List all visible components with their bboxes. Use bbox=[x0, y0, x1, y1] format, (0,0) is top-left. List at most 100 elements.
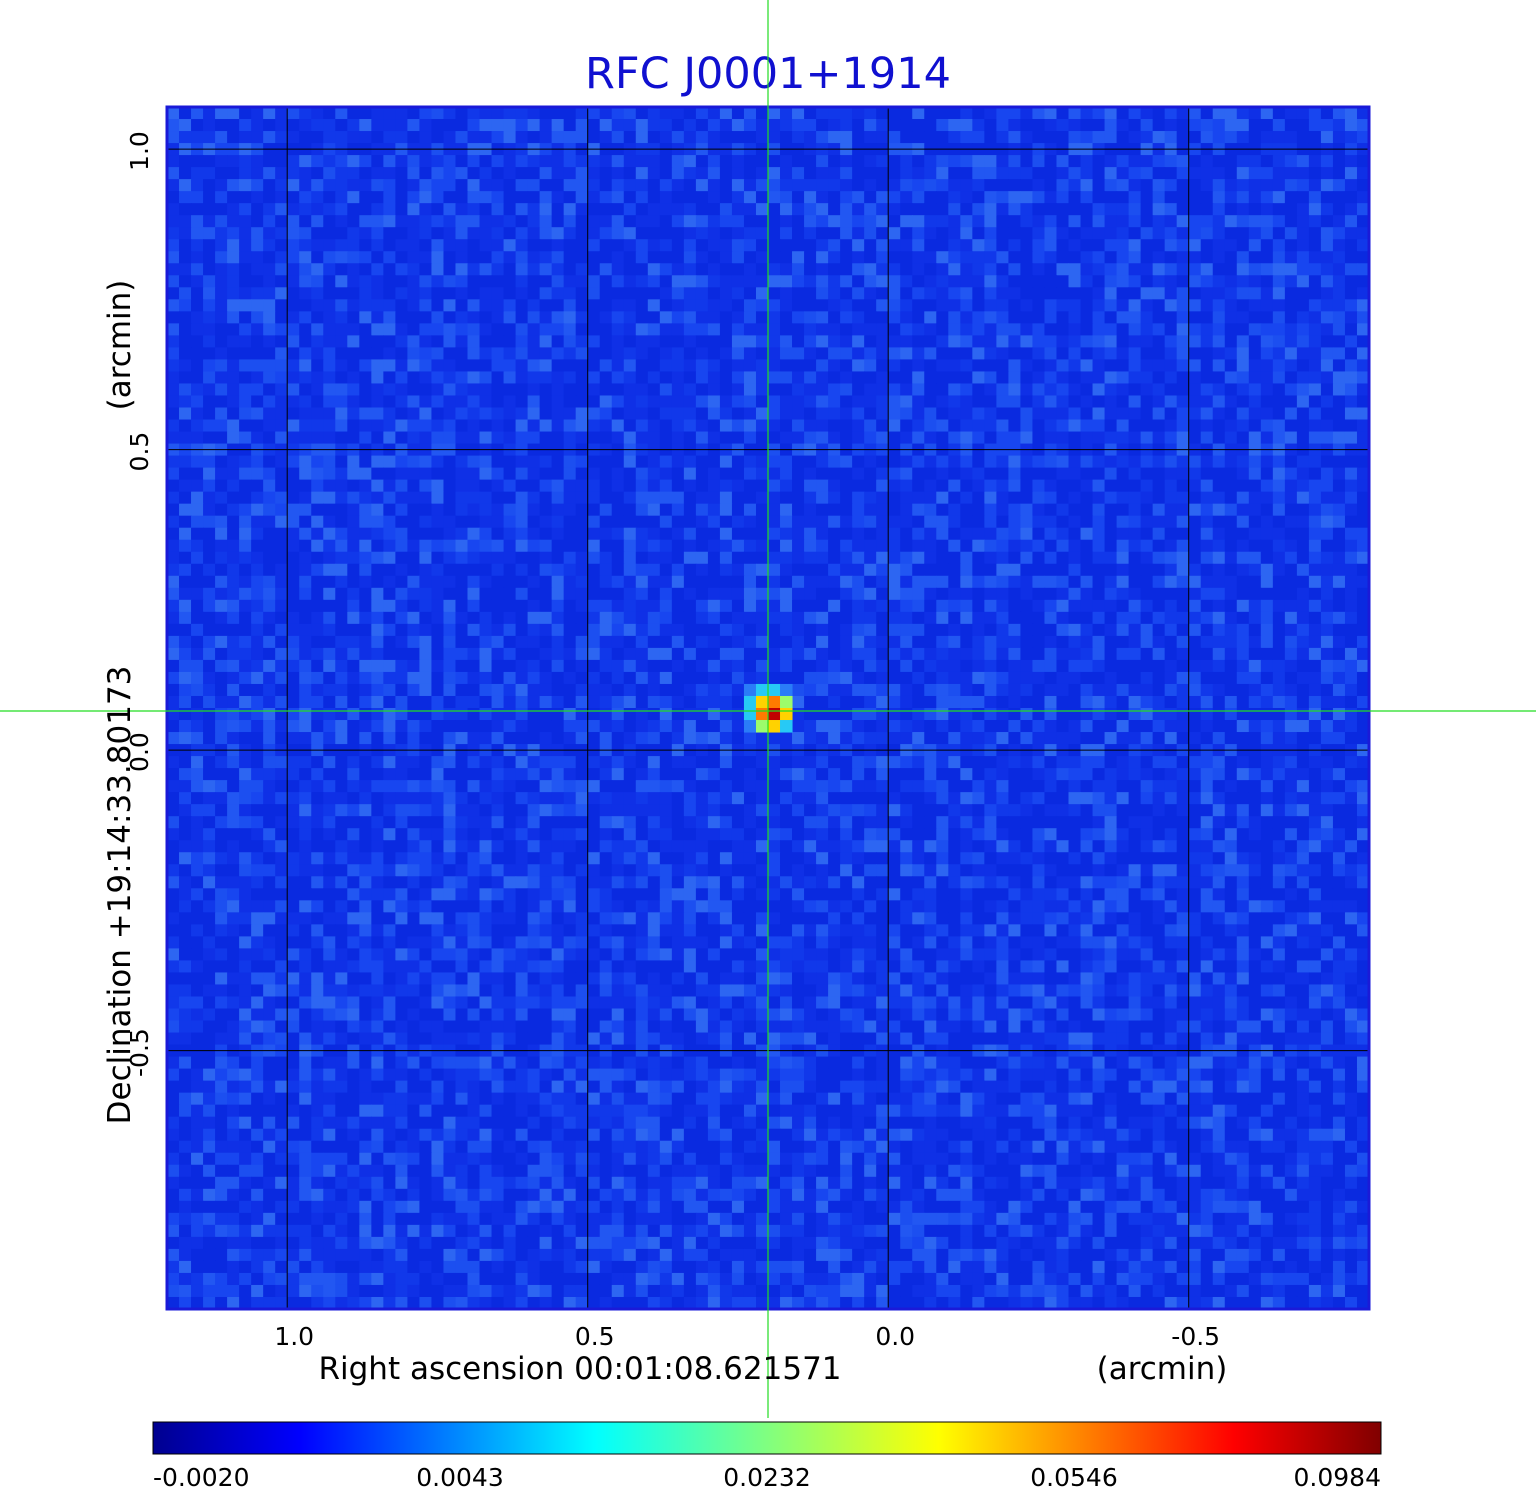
heatmap-cell bbox=[191, 191, 204, 204]
heatmap-cell bbox=[816, 287, 829, 300]
heatmap-cell bbox=[840, 563, 853, 577]
heatmap-cell bbox=[671, 455, 685, 469]
heatmap-cell bbox=[227, 383, 240, 397]
heatmap-cell bbox=[239, 479, 252, 493]
heatmap-cell bbox=[491, 683, 505, 697]
heatmap-cell bbox=[1104, 323, 1118, 336]
heatmap-cell bbox=[792, 491, 805, 505]
heatmap-cell bbox=[792, 131, 805, 144]
heatmap-cell bbox=[960, 287, 973, 300]
heatmap-cell bbox=[768, 611, 781, 625]
heatmap-cell bbox=[1236, 371, 1250, 385]
heatmap-cell bbox=[191, 167, 204, 180]
heatmap-cell bbox=[611, 107, 625, 120]
heatmap-cell bbox=[780, 215, 793, 228]
heatmap-cell bbox=[1212, 527, 1226, 541]
heatmap-cell bbox=[804, 131, 817, 144]
heatmap-cell bbox=[215, 407, 228, 421]
heatmap-cell bbox=[804, 539, 817, 553]
heatmap-cell bbox=[1140, 623, 1154, 637]
heatmap-cell bbox=[1140, 275, 1154, 288]
heatmap-cell bbox=[1272, 167, 1286, 180]
heatmap-cell bbox=[659, 659, 673, 673]
heatmap-cell bbox=[587, 395, 601, 409]
heatmap-cell bbox=[1344, 479, 1358, 493]
heatmap-cell bbox=[503, 131, 517, 144]
heatmap-cell bbox=[395, 203, 408, 216]
heatmap-cell bbox=[671, 239, 685, 252]
heatmap-cell bbox=[840, 227, 853, 240]
heatmap-cell bbox=[876, 467, 889, 481]
heatmap-cell bbox=[1008, 659, 1022, 673]
heatmap-cell bbox=[227, 659, 240, 673]
heatmap-cell bbox=[311, 551, 324, 565]
heatmap-cell bbox=[743, 119, 757, 132]
heatmap-cell bbox=[984, 623, 997, 637]
heatmap-cell bbox=[1044, 515, 1058, 529]
heatmap-cell bbox=[623, 503, 637, 517]
heatmap-cell bbox=[335, 599, 348, 613]
heatmap-cell bbox=[527, 587, 541, 601]
heatmap-cell bbox=[960, 467, 973, 481]
heatmap-cell bbox=[1188, 119, 1202, 132]
heatmap-cell bbox=[1320, 107, 1334, 120]
heatmap-cell bbox=[1116, 611, 1130, 625]
heatmap-cell bbox=[840, 647, 853, 661]
heatmap-cell bbox=[635, 167, 649, 180]
heatmap-cell bbox=[275, 155, 288, 168]
heatmap-cell bbox=[287, 479, 300, 493]
heatmap-cell bbox=[503, 215, 517, 228]
heatmap-cell bbox=[900, 371, 913, 385]
heatmap-cell bbox=[635, 179, 649, 192]
heatmap-cell bbox=[912, 659, 925, 673]
heatmap-cell bbox=[1176, 623, 1190, 637]
heatmap-cell bbox=[359, 671, 372, 685]
heatmap-cell bbox=[852, 695, 865, 709]
heatmap-cell bbox=[203, 287, 216, 300]
heatmap-cell bbox=[647, 563, 661, 577]
heatmap-cell bbox=[299, 467, 312, 481]
heatmap-cell bbox=[1320, 299, 1334, 312]
heatmap-cell bbox=[167, 419, 180, 433]
heatmap-cell bbox=[1188, 695, 1202, 709]
heatmap-cell bbox=[948, 515, 961, 529]
heatmap-cell bbox=[1200, 611, 1214, 625]
heatmap-cell bbox=[792, 659, 805, 673]
heatmap-cell bbox=[900, 119, 913, 132]
heatmap-cell bbox=[611, 203, 625, 216]
heatmap-cell bbox=[876, 587, 889, 601]
heatmap-cell bbox=[587, 155, 601, 168]
heatmap-cell bbox=[395, 659, 408, 673]
heatmap-cell bbox=[816, 623, 829, 637]
heatmap-cell bbox=[1308, 251, 1322, 264]
heatmap-cell bbox=[539, 479, 553, 493]
heatmap-cell bbox=[191, 551, 204, 565]
heatmap-cell bbox=[203, 107, 216, 120]
heatmap-cell bbox=[443, 179, 457, 192]
heatmap-cell bbox=[1140, 263, 1154, 276]
heatmap-cell bbox=[996, 563, 1009, 577]
heatmap-cell bbox=[840, 683, 853, 697]
heatmap-cell bbox=[323, 287, 336, 300]
heatmap-cell bbox=[912, 311, 925, 324]
heatmap-cell bbox=[755, 599, 769, 613]
heatmap-cell bbox=[611, 371, 625, 385]
heatmap-cell bbox=[1056, 359, 1070, 373]
heatmap-cell bbox=[1236, 191, 1250, 204]
heatmap-cell bbox=[347, 311, 360, 324]
heatmap-cell bbox=[287, 515, 300, 529]
heatmap-cell bbox=[1044, 503, 1058, 517]
heatmap-cell bbox=[395, 611, 408, 625]
heatmap-cell bbox=[167, 491, 180, 505]
heatmap-cell bbox=[443, 599, 457, 613]
heatmap-cell bbox=[611, 611, 625, 625]
heatmap-cell bbox=[215, 395, 228, 409]
heatmap-cell bbox=[1224, 239, 1238, 252]
heatmap-cell bbox=[1092, 371, 1106, 385]
heatmap-cell bbox=[1224, 563, 1238, 577]
heatmap-cell bbox=[647, 383, 661, 397]
heatmap-cell bbox=[191, 611, 204, 625]
heatmap-cell bbox=[755, 659, 769, 673]
heatmap-cell bbox=[407, 119, 421, 132]
heatmap-cell bbox=[443, 347, 457, 361]
